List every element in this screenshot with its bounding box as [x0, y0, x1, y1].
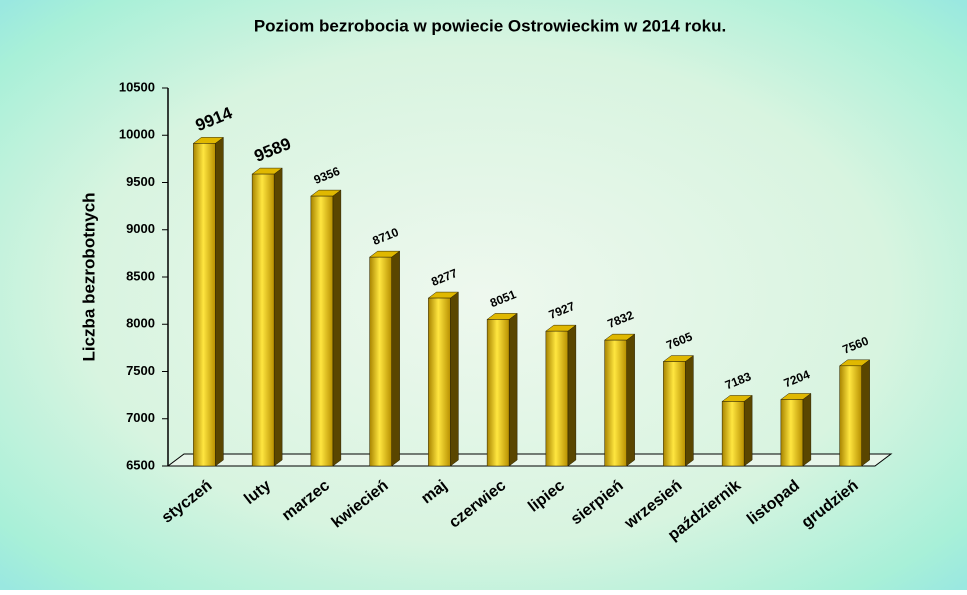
bar: [428, 297, 451, 467]
y-tick-label: 9500: [126, 174, 155, 189]
bar: [721, 401, 745, 467]
bar-side: [743, 394, 753, 467]
bar: [839, 365, 862, 467]
bar: [193, 143, 216, 467]
bar: [780, 399, 804, 467]
bar-side: [450, 291, 459, 467]
bar-side: [626, 333, 635, 467]
y-tick-label: 10500: [119, 79, 155, 94]
bar-side: [391, 250, 400, 467]
bar: [545, 330, 569, 467]
y-tick-label: 8500: [126, 268, 155, 283]
y-tick-label: 8000: [126, 316, 155, 331]
y-tick-label: 10000: [119, 127, 155, 142]
y-tick-label: 7000: [126, 410, 155, 425]
bar-side: [215, 136, 224, 467]
floor: [166, 453, 893, 467]
chart-title: Poziom bezrobocia w powiecie Ostrowiecki…: [254, 16, 726, 35]
bar-side: [273, 167, 283, 467]
bar-side: [508, 312, 518, 467]
y-tick-label: 7500: [126, 363, 155, 378]
y-tick-label: 9000: [126, 221, 155, 236]
y-tick-label: 6500: [126, 457, 155, 472]
bar-side: [802, 392, 812, 467]
bar-side: [567, 324, 577, 467]
bar: [310, 195, 334, 467]
bar: [604, 339, 627, 467]
bar: [369, 256, 392, 467]
y-axis-label: Liczba bezrobotnych: [79, 192, 98, 361]
bar-side: [861, 359, 870, 467]
bar: [486, 319, 510, 467]
bar-side: [685, 355, 694, 467]
bar: [663, 361, 686, 467]
bar-side: [332, 189, 342, 467]
bar: [251, 173, 275, 467]
